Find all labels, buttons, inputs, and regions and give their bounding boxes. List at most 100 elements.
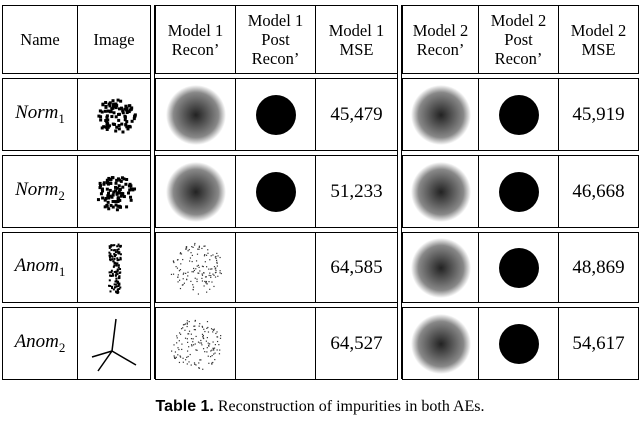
header-text: Model 2	[490, 11, 547, 30]
pixel	[114, 105, 118, 109]
thumbnail	[410, 84, 471, 145]
pixel	[112, 189, 116, 193]
pixel	[103, 204, 107, 208]
pixel	[99, 114, 103, 118]
pixel	[98, 181, 102, 185]
dot	[199, 339, 201, 341]
dot	[186, 337, 188, 339]
dot	[180, 252, 182, 255]
image-cell	[155, 307, 236, 380]
dot	[216, 275, 218, 277]
dot	[187, 249, 189, 251]
dot	[172, 261, 174, 263]
dot	[217, 343, 219, 345]
dot	[198, 269, 200, 272]
name-cell: Norm2	[2, 155, 78, 228]
dot	[208, 288, 210, 290]
dot	[182, 277, 184, 279]
dot	[182, 323, 184, 325]
pixel	[111, 175, 115, 179]
pixel	[119, 179, 123, 183]
dot	[181, 326, 183, 328]
dot	[203, 244, 206, 247]
name-sub: 2	[58, 187, 65, 203]
pixel	[125, 110, 129, 114]
dot	[193, 269, 195, 271]
dot	[210, 280, 213, 283]
dot	[216, 264, 218, 267]
pixel	[113, 254, 116, 257]
dot	[202, 245, 205, 247]
dot	[214, 269, 217, 271]
dot	[185, 245, 187, 247]
pixel	[114, 273, 117, 276]
header-cell: Model 2 Recon’	[402, 5, 479, 74]
dot	[191, 283, 193, 285]
pixel	[115, 125, 119, 129]
dot	[181, 283, 184, 285]
pixel	[117, 106, 121, 110]
dot	[216, 340, 218, 342]
pixel	[114, 181, 118, 185]
dot	[210, 363, 212, 365]
pixel	[114, 283, 117, 286]
dot	[196, 248, 198, 250]
pixel	[109, 284, 112, 287]
pixel	[123, 117, 127, 121]
pixel	[105, 119, 109, 123]
dot	[198, 325, 200, 327]
pixel	[113, 248, 116, 251]
pixel	[106, 193, 110, 197]
dot	[175, 334, 177, 336]
pixel	[103, 109, 107, 113]
name-sub: 1	[58, 263, 66, 279]
pixel	[111, 257, 114, 260]
pixel	[111, 199, 115, 203]
dot	[190, 333, 192, 335]
mse-value: 45,919	[572, 103, 625, 125]
dot	[186, 332, 189, 334]
dot	[215, 252, 217, 254]
pixel	[116, 261, 119, 264]
dot	[197, 366, 199, 368]
pixel	[107, 196, 111, 200]
pixel	[113, 282, 116, 285]
pixel	[119, 194, 123, 198]
pixel	[114, 129, 118, 133]
pixel	[110, 243, 113, 246]
pixel	[109, 203, 113, 207]
name-cell: Norm1	[2, 78, 78, 151]
dot	[193, 328, 195, 330]
header-cell: Model 1 Post Recon’	[235, 5, 316, 74]
thumbnail	[410, 313, 471, 374]
dot	[180, 343, 183, 345]
image-cell	[155, 155, 236, 228]
pixel	[117, 123, 121, 127]
mse-cell: 51,233	[315, 155, 398, 228]
dot	[213, 347, 215, 349]
image-cell	[478, 232, 559, 303]
mse-value: 48,869	[572, 256, 625, 278]
pixel	[101, 196, 105, 200]
header-cell: Image	[77, 5, 151, 74]
dot	[213, 265, 215, 267]
dot	[209, 274, 211, 276]
pixel	[116, 269, 119, 272]
pixel	[116, 268, 119, 271]
image-cell	[235, 307, 316, 380]
pixel	[105, 187, 109, 191]
pixel	[110, 114, 114, 118]
pixel	[100, 187, 104, 191]
pixel	[117, 118, 121, 122]
pixel	[126, 191, 130, 195]
pixel	[112, 259, 115, 262]
dot	[179, 355, 181, 358]
pixel	[125, 106, 129, 110]
dot	[202, 334, 204, 336]
dot	[197, 272, 199, 274]
mse-cell: 64,527	[315, 307, 398, 380]
dot	[211, 328, 214, 330]
thumbnail	[255, 171, 296, 212]
image-cell	[155, 78, 236, 151]
dot	[180, 348, 182, 350]
